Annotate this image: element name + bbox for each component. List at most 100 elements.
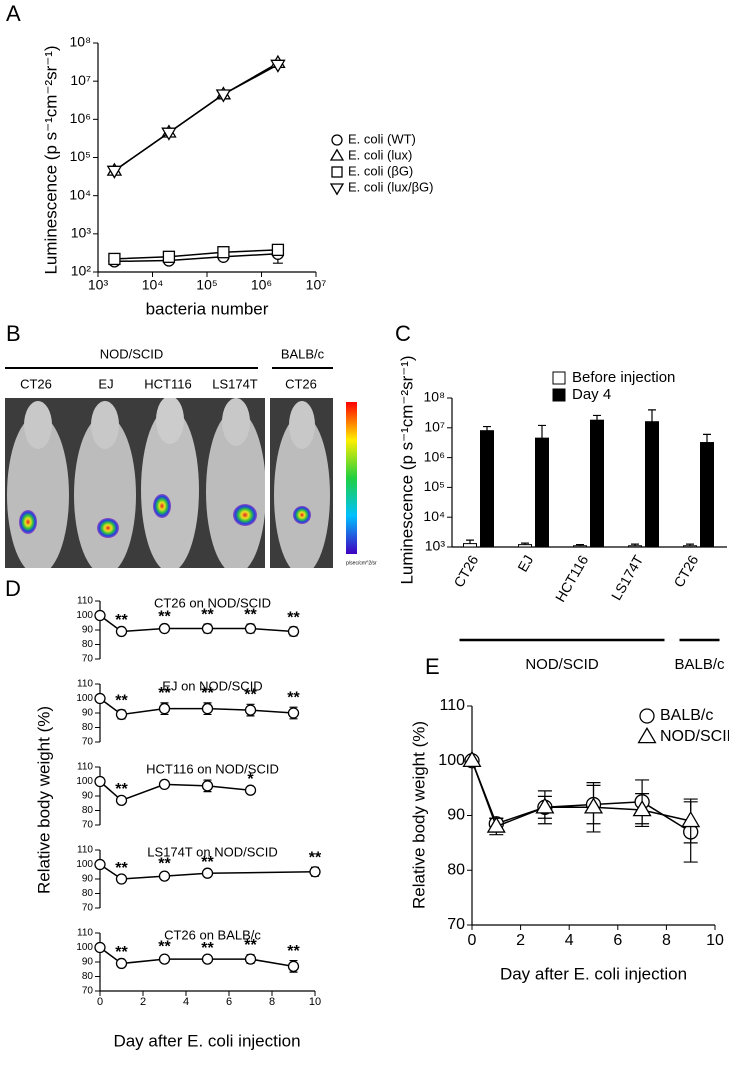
y-tick-label: 90 <box>82 708 94 719</box>
bar <box>590 419 604 548</box>
y-tick-label: 70 <box>447 916 465 933</box>
y-tick-label: 100 <box>76 942 93 953</box>
marker <box>158 703 171 715</box>
marker <box>94 775 106 788</box>
category-label: HCT116 <box>552 552 592 604</box>
category-label: CT26 <box>285 376 317 391</box>
y-tick-label: 100 <box>76 693 93 704</box>
significance-label: ** <box>115 860 128 877</box>
marker <box>329 183 345 196</box>
y-tick-label: 110 <box>439 697 465 714</box>
y-tick-label: 10³ <box>71 225 92 241</box>
significance-label: ** <box>201 685 214 702</box>
marker <box>329 148 345 161</box>
y-tick-label: 70 <box>82 654 94 665</box>
colorbar-label: p/sec/cm^2/sr <box>346 560 377 566</box>
x-tick-label: 6 <box>226 996 232 1008</box>
y-axis-label: Luminescence (p s⁻¹cm⁻²sr⁻¹) <box>397 355 416 584</box>
significance-label: ** <box>201 940 214 957</box>
marker <box>201 953 214 965</box>
series-line <box>114 249 278 260</box>
marker <box>94 858 106 871</box>
marker <box>161 127 177 141</box>
y-tick-label: 10⁷ <box>70 72 91 88</box>
x-tick-label: 10⁷ <box>306 277 327 293</box>
bar <box>645 421 659 548</box>
bar <box>480 430 494 548</box>
x-tick-label: 10³ <box>88 277 109 293</box>
y-tick-label: 110 <box>77 845 93 856</box>
panel-title: HCT116 on NOD/SCID <box>146 761 279 776</box>
y-tick-label: 100 <box>76 859 93 870</box>
panel-title: LS174T on NOD/SCID <box>147 844 278 859</box>
significance-label: ** <box>309 850 322 867</box>
y-tick-label: 80 <box>82 639 94 650</box>
marker <box>535 797 555 814</box>
marker <box>201 622 214 635</box>
series-line <box>471 760 692 833</box>
y-tick-label: 70 <box>82 903 94 914</box>
bar <box>683 545 697 548</box>
y-tick-label: 110 <box>77 762 93 773</box>
marker <box>639 708 655 724</box>
category-label: CT26 <box>670 552 701 590</box>
y-tick-label: 110 <box>77 928 93 939</box>
bar <box>518 544 532 548</box>
marker <box>158 778 171 791</box>
x-axis-label: bacteria number <box>146 299 269 318</box>
significance-label: ** <box>201 606 214 623</box>
marker <box>94 609 106 622</box>
y-tick-label: 100 <box>438 752 465 769</box>
marker <box>244 784 257 796</box>
y-tick-label: 90 <box>82 625 94 636</box>
marker <box>287 707 300 719</box>
legend-label: Before injection <box>572 369 675 386</box>
y-tick-label: 10² <box>71 263 92 279</box>
error-bar <box>538 424 546 439</box>
x-tick-label: 6 <box>613 932 622 949</box>
panel-label: A <box>6 1 21 26</box>
x-tick-label: 4 <box>565 932 574 949</box>
y-tick-label: 110 <box>77 679 93 690</box>
error-bar <box>648 409 656 422</box>
marker <box>201 703 214 715</box>
y-tick-label: 10⁴ <box>423 508 445 524</box>
error-bar <box>521 542 529 545</box>
legend-swatch <box>552 388 566 402</box>
marker <box>331 166 343 178</box>
marker <box>271 243 285 257</box>
y-tick-label: 10⁸ <box>70 34 92 50</box>
marker <box>158 953 171 965</box>
significance-label: ** <box>244 687 257 704</box>
group-label: BALB/c <box>674 656 725 673</box>
bar <box>463 543 477 548</box>
marker <box>158 870 171 882</box>
y-tick-label: 80 <box>82 805 94 816</box>
significance-label: ** <box>115 692 128 709</box>
marker <box>270 59 286 73</box>
category-label: CT26 <box>450 552 481 590</box>
y-tick-label: 70 <box>82 737 94 748</box>
x-tick-label: 0 <box>97 996 103 1008</box>
marker <box>637 726 657 744</box>
legend-label: E. coli (βG) <box>348 163 413 178</box>
category-label: HCT116 <box>144 376 191 391</box>
x-tick-label: 10 <box>309 996 321 1008</box>
significance-label: ** <box>201 854 214 871</box>
marker <box>331 134 343 146</box>
colorbar <box>346 402 357 554</box>
y-tick-label: 90 <box>82 957 94 968</box>
series-line <box>114 253 278 263</box>
marker <box>287 960 300 972</box>
y-axis-label: Luminescence (p s⁻¹cm⁻²sr⁻¹) <box>41 45 60 274</box>
series-line <box>113 62 279 172</box>
marker <box>287 625 300 638</box>
y-tick-label: 10⁵ <box>70 148 91 164</box>
y-tick-label: 90 <box>82 874 94 885</box>
legend-swatch <box>552 371 566 385</box>
x-tick-label: 10 <box>706 932 724 949</box>
y-tick-label: 10⁴ <box>69 186 91 202</box>
marker <box>583 797 604 814</box>
